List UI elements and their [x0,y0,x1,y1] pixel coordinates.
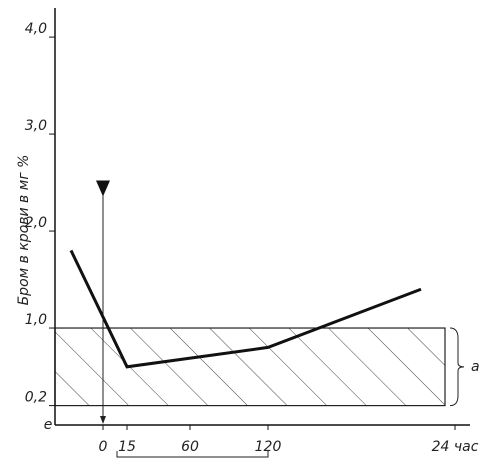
marker-head [96,180,110,197]
time-bracket [116,451,269,458]
band-brace [449,327,465,407]
y-tick-label: 4,0 [25,21,47,37]
x-tick-label: 24 час [432,439,479,455]
y-tick-label: 0,2 [25,390,47,406]
band-label: a [471,359,480,375]
norm-band [54,327,446,407]
marker-arrow [100,416,106,424]
data-line [69,249,422,369]
x-tick-label: 120 [255,439,282,455]
y-axis-label: Бром в крови в мг % [16,155,32,306]
y-tick-label: 3,0 [25,118,47,134]
x-tick-label: 15 [118,439,136,455]
y-tick-label: 2,0 [25,215,47,231]
x-tick-label: 60 [181,439,199,455]
y-tick-label: 1,0 [25,312,47,328]
x-tick-label: 0 [99,439,108,455]
origin-label: e [44,417,53,433]
